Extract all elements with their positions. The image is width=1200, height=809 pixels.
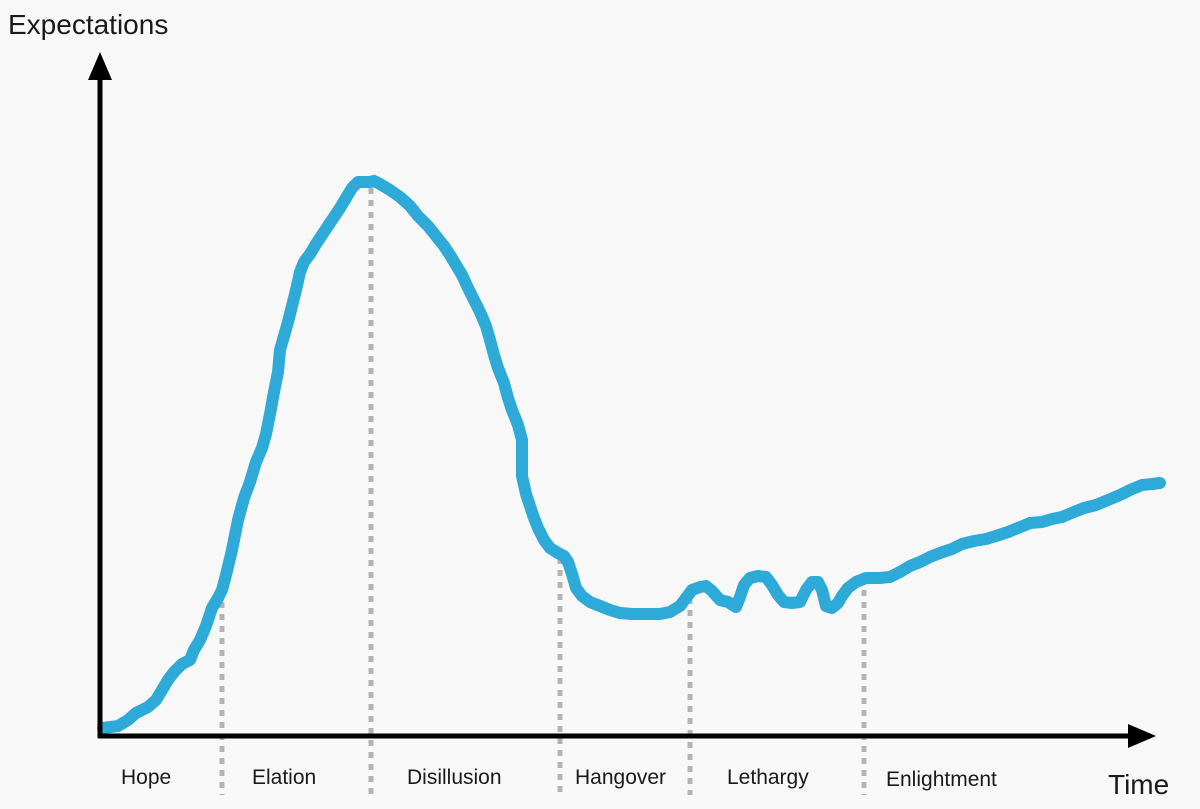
phase-label-elation: Elation xyxy=(252,766,316,789)
y-axis-title: Expectations xyxy=(8,9,168,40)
y-axis-arrowhead xyxy=(88,52,112,80)
expectations-curve xyxy=(97,175,1166,734)
x-axis-arrowhead xyxy=(1128,724,1156,748)
phase-label-hope: Hope xyxy=(121,766,171,789)
phase-labels: Hope Elation Disillusion Hangover Lethar… xyxy=(121,766,997,791)
phase-label-hangover: Hangover xyxy=(575,766,666,789)
x-axis-title: Time xyxy=(1108,769,1169,800)
phase-dividers xyxy=(219,188,867,795)
phase-label-enlightment: Enlightment xyxy=(886,768,997,791)
phase-label-lethargy: Lethargy xyxy=(727,766,809,789)
phase-label-disillusion: Disillusion xyxy=(407,766,502,789)
axes xyxy=(88,52,1156,748)
